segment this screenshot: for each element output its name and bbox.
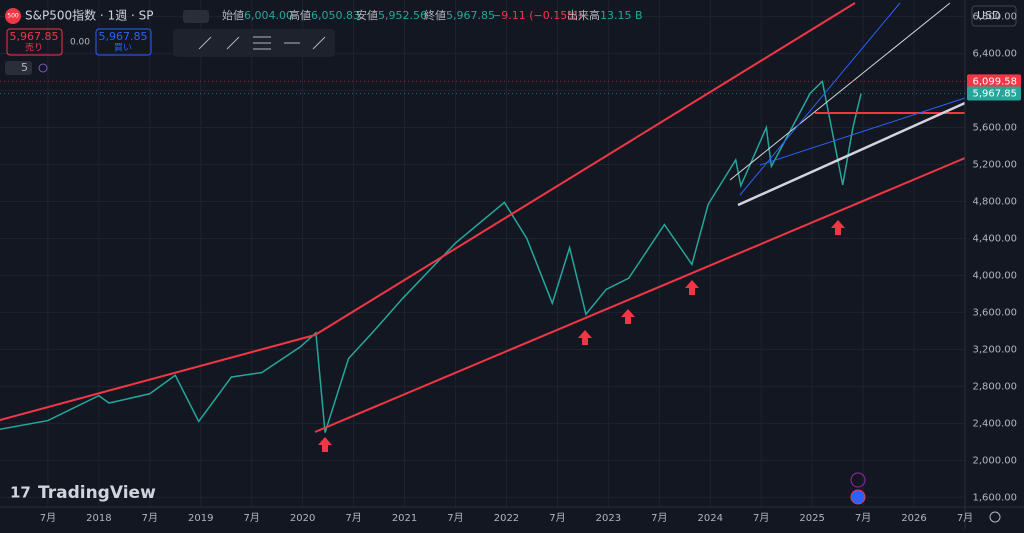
x-tick-label: 2019: [188, 513, 213, 524]
currency: USD: [977, 9, 1001, 22]
symbol[interactable]: S&P500指数 · 1週 · SP: [25, 8, 154, 23]
low: 5,952.56: [378, 9, 427, 22]
y-tick-label: 4,400.00: [972, 233, 1017, 244]
close: 5,967.85: [446, 9, 495, 22]
brand: TradingView: [38, 483, 156, 503]
event-icon[interactable]: [850, 489, 866, 505]
trend-line: [314, 2, 856, 336]
y-tick-label: 6,400.00: [972, 49, 1017, 60]
sell-button[interactable]: [6, 28, 63, 56]
x-tick-label: 2026: [901, 513, 926, 524]
arrow: [685, 280, 699, 295]
tool-extended[interactable]: [312, 36, 326, 50]
x-tick-label: 7月: [447, 512, 463, 524]
y-tick-label: 5,600.00: [972, 123, 1017, 134]
x-tick-label: 7月: [753, 512, 769, 524]
price-line: [0, 79, 862, 433]
arrow: [831, 220, 845, 235]
y-tick-label: 4,800.00: [972, 197, 1017, 208]
arrow: [578, 330, 592, 345]
x-tick-label: 2024: [698, 513, 723, 524]
settings-button[interactable]: [989, 511, 1001, 523]
x-tick-label: 7月: [345, 512, 361, 524]
price-label: 6,099.58: [972, 76, 1017, 87]
indicator-count: 5: [21, 61, 28, 74]
y-tick-label: 2,000.00: [972, 455, 1017, 466]
y-tick-label: 1,600.00: [972, 492, 1017, 503]
currency-button[interactable]: [971, 5, 1017, 27]
trend-line: [0, 334, 316, 421]
arrow: [621, 309, 635, 324]
volume-label: 出来高: [567, 8, 600, 22]
indicator-toggle[interactable]: [5, 61, 32, 75]
price-label: 5,967.85: [972, 89, 1017, 100]
x-tick-label: 7月: [651, 512, 667, 524]
volume: 13.15 B: [600, 9, 643, 22]
flag-button[interactable]: [183, 10, 209, 23]
x-tick-label: 2020: [290, 513, 315, 524]
x-tick-label: 7月: [244, 512, 260, 524]
buy-button[interactable]: [95, 28, 152, 56]
x-tick-label: 7月: [40, 512, 56, 524]
trend-line: [314, 157, 966, 433]
buy-label: 買い: [114, 43, 132, 54]
y-tick-label: 4,000.00: [972, 270, 1017, 281]
logo-text: 500: [7, 13, 19, 20]
open-label: 始値: [222, 8, 244, 22]
price-label-box: [967, 86, 1021, 101]
toolbar-icons: [198, 36, 326, 50]
indicator-icon[interactable]: [38, 63, 48, 73]
plot-area: [0, 0, 966, 507]
x-tick-label: 7月: [855, 512, 871, 524]
brand-logo: 𝟭𝟳: [10, 484, 31, 502]
high-label: 高値: [289, 8, 311, 22]
spread: 0.00: [70, 38, 90, 48]
y-tick-label: 3,600.00: [972, 307, 1017, 318]
x-tick-label: 7月: [142, 512, 158, 524]
arrows: [318, 220, 845, 452]
x-tick-label: 2018: [86, 513, 111, 524]
y-tick-label: 3,200.00: [972, 344, 1017, 355]
sell-price: 5,967.85: [10, 30, 59, 43]
y-tick-label: 2,800.00: [972, 381, 1017, 392]
close-label: 終値: [424, 8, 446, 22]
tool-ray[interactable]: [226, 36, 240, 50]
tool-trend[interactable]: [198, 36, 212, 50]
y-tick-label: 2,400.00: [972, 418, 1017, 429]
x-tick-label: 2021: [392, 513, 417, 524]
open: 6,004.00: [244, 9, 293, 22]
trend-line: [729, 2, 951, 181]
high: 6,050.83: [311, 9, 360, 22]
x-tick-label: 7月: [957, 512, 973, 524]
price-label-box: [967, 74, 1021, 89]
header: 500 S&P500指数 · 1週 · SP 始値 6,004.00 高値 6,…: [5, 5, 1017, 523]
x-tick-label: 2022: [494, 513, 519, 524]
buy-price: 5,967.85: [99, 30, 148, 43]
x-tick-label: 7月: [549, 512, 565, 524]
change: −9.11 (−0.15%): [492, 9, 582, 22]
trend-line: [737, 101, 966, 207]
sell-label: 売り: [25, 42, 43, 54]
symbol-logo[interactable]: [5, 8, 21, 24]
drawings: [0, 2, 966, 452]
arrow: [318, 437, 332, 452]
trend-line: [759, 97, 966, 166]
y-tick-label: 5,200.00: [972, 160, 1017, 171]
x-tick-label: 2025: [799, 513, 824, 524]
event-icon[interactable]: [850, 472, 866, 488]
low-label: 安値: [356, 8, 378, 22]
y-tick-label: 6,800.00: [972, 12, 1017, 23]
x-tick-label: 2023: [596, 513, 621, 524]
